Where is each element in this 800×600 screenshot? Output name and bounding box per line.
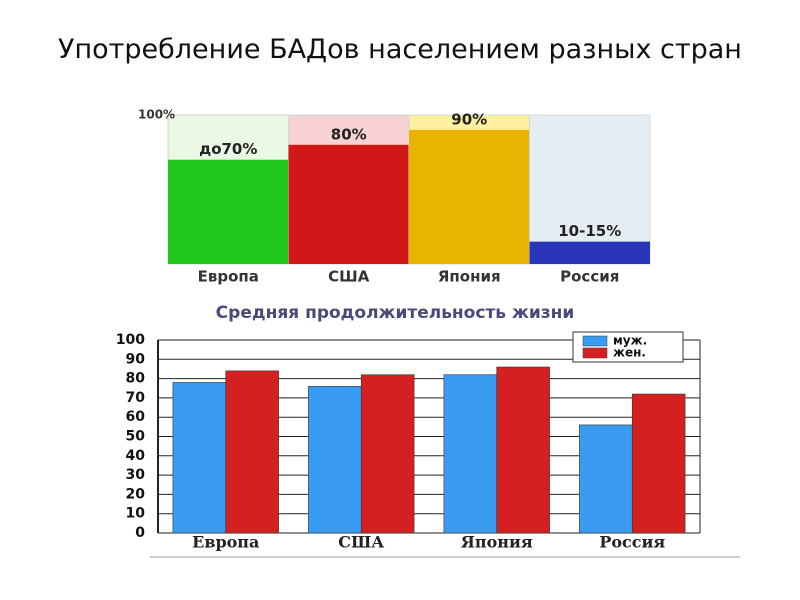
x-tick-label: Япония	[461, 533, 533, 552]
x-tick-label: Россия	[599, 533, 665, 552]
y-tick-label: 100	[116, 332, 145, 348]
x-tick-label: США	[328, 268, 370, 286]
value-label: 90%	[451, 110, 487, 128]
bar	[443, 374, 498, 534]
bar	[579, 424, 633, 534]
bar	[308, 386, 362, 534]
bar	[409, 129, 530, 264]
bar	[529, 241, 650, 264]
bar	[168, 159, 289, 264]
y-tick-label: 0	[135, 525, 145, 541]
y-tick-label: 20	[126, 486, 146, 502]
chart-title: Средняя продолжительность жизни	[216, 303, 575, 323]
bar	[631, 393, 686, 534]
x-tick-label: Европа	[192, 533, 259, 552]
value-label: 10-15%	[558, 222, 621, 240]
y-tick-label: 90	[126, 351, 146, 367]
legend-label: муж.	[613, 334, 647, 348]
y-tick-label: 80	[126, 371, 146, 387]
x-tick-label: Япония	[438, 268, 501, 286]
legend-swatch	[582, 347, 608, 359]
bar	[172, 382, 227, 534]
y-tick-label: 40	[126, 448, 146, 464]
value-label: до70%	[199, 140, 257, 158]
bar-background	[529, 114, 651, 265]
y-tick-label: 30	[126, 467, 146, 483]
bar	[288, 144, 409, 264]
y-tick-label: 100%	[138, 108, 175, 122]
value-label: 80%	[331, 125, 367, 143]
y-tick-label: 10	[126, 506, 146, 522]
legend-label: жен.	[613, 346, 646, 360]
legend-swatch	[582, 335, 608, 347]
y-tick-label: 60	[126, 409, 146, 425]
bar	[496, 366, 550, 534]
x-tick-label: США	[338, 533, 384, 552]
slide-title: Употребление БАДов населением разных стр…	[58, 34, 742, 65]
y-tick-label: 50	[126, 429, 146, 445]
x-tick-label: Россия	[560, 268, 619, 286]
y-tick-label: 70	[126, 390, 146, 406]
bar	[360, 374, 415, 534]
x-tick-label: Европа	[198, 268, 259, 286]
bar	[225, 370, 279, 534]
